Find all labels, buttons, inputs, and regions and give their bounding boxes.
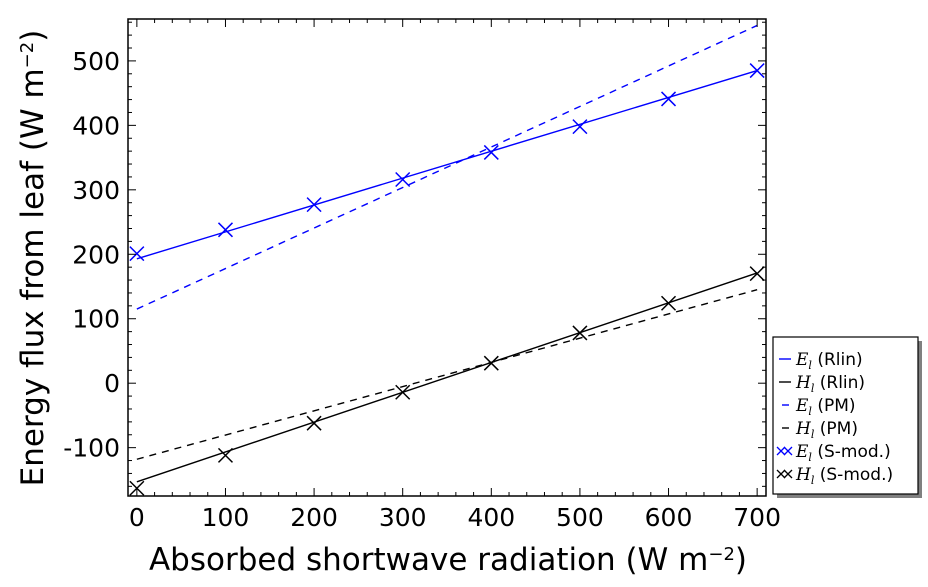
legend: El (Rlin)Hl (Rlin)El (PM)Hl (PM)El (S-mo… (772, 336, 922, 498)
data-point-h-l-s-mod (217, 447, 234, 463)
legend-box (772, 336, 919, 495)
x-tick-label: 300 (379, 503, 427, 532)
y-tick-label: 100 (72, 305, 120, 334)
y-axis-ticks (128, 21, 766, 487)
y-tick-label: 500 (72, 47, 120, 76)
x-axis-tick-labels: 0 100 200 300 400 500 600 700 (129, 503, 781, 532)
legend-items: El (Rlin)Hl (Rlin)El (PM)Hl (PM)El (S-mo… (776, 350, 893, 487)
legend-label: El (S-mod.) (795, 442, 891, 464)
legend-swatch (783, 469, 793, 479)
data-point-e-l-s-mod (749, 63, 765, 79)
legend-swatch (783, 446, 793, 456)
x-axis-title-close: ) (735, 542, 747, 578)
y-axis-tick-labels: -100 0 100 200 300 400 500 (63, 47, 120, 463)
x-tick-label: 700 (733, 503, 781, 532)
legend-subscript: l (808, 359, 812, 372)
data-point-e-l-s-mod (217, 222, 234, 238)
data-point-e-l-s-mod (660, 91, 677, 107)
legend-suffix: (S-mod.) (814, 465, 893, 485)
series-line-e-l-pm (136, 24, 758, 310)
x-tick-label: 500 (556, 503, 604, 532)
data-point-e-l-s-mod (306, 197, 322, 213)
legend-item-h-l-rlin: Hl (Rlin) (779, 373, 865, 395)
legend-suffix: (PM) (812, 396, 856, 416)
data-point-e-l-s-mod (129, 246, 145, 262)
data-point-h-l-s-mod (572, 325, 588, 341)
legend-subscript: l (808, 405, 812, 418)
y-tick-label: -100 (63, 434, 120, 463)
y-axis-title-close: ) (15, 30, 51, 42)
legend-swatch (776, 469, 786, 479)
legend-suffix: (Rlin) (814, 373, 865, 393)
x-axis-title-superscript: −2 (708, 544, 735, 565)
legend-item-e-l-pm: El (PM) (782, 396, 856, 418)
series-line-e-l-rlin (136, 69, 758, 260)
data-point-h-l-s-mod (749, 266, 765, 282)
legend-subscript: l (811, 428, 815, 441)
legend-suffix: (Rlin) (812, 350, 863, 370)
legend-suffix: (PM) (814, 419, 858, 439)
series-line-h-l-rlin (136, 272, 758, 483)
x-axis-title-main: Absorbed shortwave radiation (W m (149, 542, 708, 578)
data-point-e-l-s-mod (572, 119, 588, 135)
y-axis-title-superscript: −2 (17, 42, 38, 69)
legend-symbol: H (795, 465, 812, 485)
plot-lines (136, 24, 758, 483)
plot-frame (127, 18, 767, 497)
legend-symbol: E (795, 442, 809, 462)
legend-subscript: l (808, 451, 812, 464)
y-tick-label: 300 (72, 176, 120, 205)
legend-suffix: (S-mod.) (812, 442, 891, 462)
data-point-h-l-s-mod (395, 384, 411, 400)
x-axis-ticks (136, 19, 758, 496)
x-tick-label: 100 (202, 503, 250, 532)
series-line-h-l-pm (136, 289, 758, 460)
plot-markers (129, 63, 765, 496)
legend-label: El (PM) (795, 396, 856, 418)
data-point-e-l-s-mod (395, 171, 411, 188)
data-point-e-l-s-mod (483, 144, 499, 160)
x-axis-title: Absorbed shortwave radiation (W m−2) (149, 542, 747, 578)
y-tick-label: 400 (72, 111, 120, 140)
x-tick-label: 200 (290, 503, 338, 532)
legend-swatch (776, 446, 786, 456)
y-tick-label: 200 (72, 240, 120, 269)
legend-item-h-l-pm: Hl (PM) (782, 419, 858, 441)
x-tick-label: 0 (129, 503, 145, 532)
legend-symbol: H (795, 373, 812, 393)
data-point-h-l-s-mod (483, 355, 499, 371)
legend-item-h-l-s-mod: Hl (S-mod.) (776, 465, 893, 487)
legend-symbol: E (795, 396, 809, 416)
legend-symbol: E (795, 350, 809, 370)
y-tick-label: 0 (104, 369, 120, 398)
legend-label: El (Rlin) (795, 350, 863, 372)
x-tick-label: 400 (467, 503, 515, 532)
legend-item-e-l-rlin: El (Rlin) (779, 350, 863, 372)
x-tick-label: 600 (645, 503, 693, 532)
legend-item-e-l-s-mod: El (S-mod.) (776, 442, 891, 464)
data-point-h-l-s-mod (306, 415, 322, 431)
data-point-h-l-s-mod (660, 295, 677, 311)
legend-label: Hl (Rlin) (795, 373, 865, 395)
legend-label: Hl (S-mod.) (795, 465, 893, 487)
legend-subscript: l (811, 382, 815, 395)
legend-subscript: l (811, 474, 815, 487)
y-axis-title: Energy flux from leaf (W m−2) (15, 30, 51, 487)
y-axis-title-main: Energy flux from leaf (W m (15, 68, 51, 486)
legend-symbol: H (795, 419, 812, 439)
legend-label: Hl (PM) (795, 419, 858, 441)
